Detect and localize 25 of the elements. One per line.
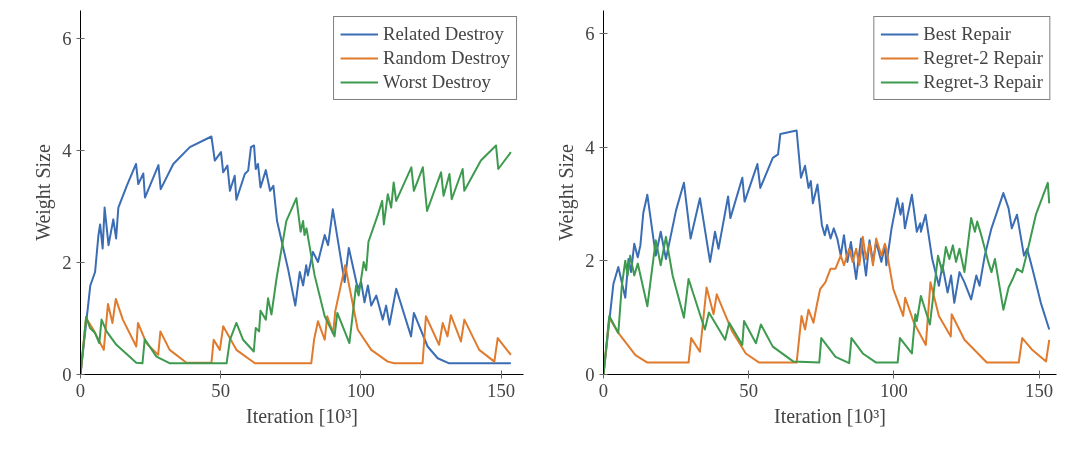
legend-label: Worst Destroy	[383, 71, 491, 93]
x-axis-title: Iteration [10³]	[245, 404, 359, 427]
y-axis-title: Weight Size	[32, 144, 56, 241]
x-tick-label: 50	[739, 379, 759, 401]
y-tick-label: 2	[585, 250, 595, 272]
y-axis-title: Weight Size	[555, 144, 579, 241]
x-axis-title: Iteration [10³]	[773, 404, 887, 427]
legend-label: Related Destroy	[383, 23, 504, 45]
x-tick-label: 150	[487, 379, 516, 401]
y-tick-label: 4	[585, 136, 596, 158]
x-tick-label: 100	[346, 379, 375, 401]
line-series	[603, 181, 1051, 375]
x-tick-label: 100	[879, 379, 908, 401]
y-tick-label: 4	[62, 140, 73, 161]
legend-label: Random Destroy	[383, 47, 510, 69]
y-tick-label: 0	[62, 364, 72, 385]
y-tick-label: 6	[585, 22, 595, 44]
legend-label: Best Repair	[923, 23, 1011, 45]
x-tick-label: 150	[1025, 379, 1054, 401]
x-tick-label: 50	[211, 379, 231, 401]
y-tick-label: 2	[62, 252, 72, 273]
y-tick-label: 0	[585, 364, 595, 385]
legend-label: Regret-2 Repair	[923, 47, 1043, 69]
legend-label: Regret-3 Repair	[923, 71, 1043, 93]
y-tick-label: 6	[62, 28, 72, 49]
